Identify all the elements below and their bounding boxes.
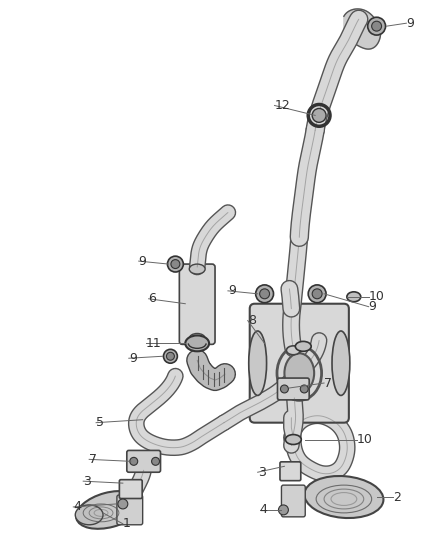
Ellipse shape <box>260 289 269 299</box>
Ellipse shape <box>312 108 326 122</box>
Ellipse shape <box>166 352 174 360</box>
Circle shape <box>279 505 288 515</box>
Text: 9: 9 <box>129 352 137 365</box>
Ellipse shape <box>332 331 350 395</box>
FancyBboxPatch shape <box>120 480 142 498</box>
Text: 9: 9 <box>406 17 414 30</box>
Ellipse shape <box>295 342 311 351</box>
Ellipse shape <box>185 335 209 351</box>
Ellipse shape <box>312 289 322 299</box>
Ellipse shape <box>286 434 301 445</box>
Text: 11: 11 <box>146 337 161 350</box>
Ellipse shape <box>284 353 314 393</box>
Ellipse shape <box>163 349 177 363</box>
Text: 4: 4 <box>73 500 81 513</box>
Text: 10: 10 <box>369 290 385 303</box>
Text: 3: 3 <box>258 466 265 479</box>
Ellipse shape <box>75 505 103 525</box>
Ellipse shape <box>286 346 300 355</box>
Ellipse shape <box>189 264 205 274</box>
FancyBboxPatch shape <box>282 485 305 517</box>
Ellipse shape <box>76 491 142 529</box>
Circle shape <box>152 457 159 465</box>
Circle shape <box>280 385 288 393</box>
Text: 8: 8 <box>248 314 256 327</box>
Ellipse shape <box>367 17 385 35</box>
Text: 2: 2 <box>393 490 401 504</box>
Ellipse shape <box>171 260 180 269</box>
Circle shape <box>300 385 308 393</box>
Ellipse shape <box>167 256 184 272</box>
Ellipse shape <box>308 285 326 303</box>
FancyBboxPatch shape <box>280 462 301 481</box>
Text: 10: 10 <box>357 433 373 446</box>
Text: 4: 4 <box>260 503 268 516</box>
FancyBboxPatch shape <box>250 304 349 423</box>
Polygon shape <box>344 9 381 49</box>
Text: 9: 9 <box>369 300 377 313</box>
Text: 1: 1 <box>123 518 131 530</box>
Text: 7: 7 <box>89 453 97 466</box>
Ellipse shape <box>347 292 361 302</box>
Ellipse shape <box>372 21 381 31</box>
Text: 12: 12 <box>275 99 290 112</box>
Circle shape <box>130 457 138 465</box>
FancyBboxPatch shape <box>278 378 309 400</box>
Text: 9: 9 <box>139 255 147 268</box>
FancyBboxPatch shape <box>117 495 143 525</box>
Ellipse shape <box>189 334 205 343</box>
Text: 7: 7 <box>324 376 332 390</box>
Circle shape <box>118 499 128 509</box>
FancyBboxPatch shape <box>179 264 215 344</box>
Ellipse shape <box>249 331 267 395</box>
Text: 6: 6 <box>148 292 156 305</box>
Text: 3: 3 <box>83 475 91 488</box>
Ellipse shape <box>304 476 383 518</box>
Ellipse shape <box>256 285 273 303</box>
Text: 9: 9 <box>228 284 236 297</box>
Text: 5: 5 <box>96 416 104 429</box>
FancyBboxPatch shape <box>127 450 160 472</box>
